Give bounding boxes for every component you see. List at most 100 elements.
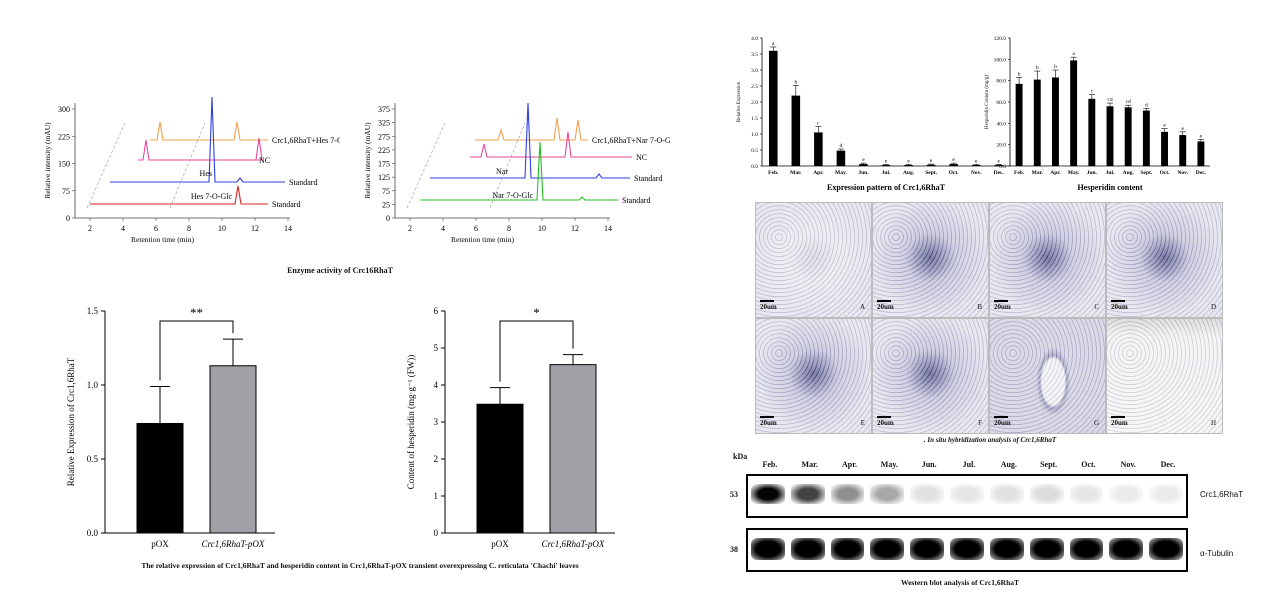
x-tick-label: 12: [251, 224, 259, 233]
wb-band-target: [910, 484, 945, 504]
wb-caption: Western blot analysis of Crc1,6RhaT: [901, 578, 1019, 587]
significance-letter: cd: [1107, 97, 1112, 103]
significance-letter: a: [1072, 51, 1075, 57]
y-tick-label: 2.0: [751, 100, 758, 106]
bar: [1197, 141, 1205, 166]
wb-band-target: [1109, 484, 1144, 504]
significance-letter: a: [772, 41, 775, 47]
bar: [859, 164, 868, 166]
wb-band-tubulin: [870, 538, 905, 560]
y-tick-label: 0.5: [751, 148, 758, 154]
bar: [549, 364, 597, 534]
y-tick-label: 75: [382, 187, 390, 196]
significance-letter: e: [1163, 123, 1166, 129]
wb-band-target: [989, 484, 1024, 504]
wb-month-label: May.: [880, 460, 898, 469]
y-tick-label: 20.0: [996, 143, 1006, 149]
tile-letter: E: [860, 419, 865, 427]
offset-guide: [406, 122, 446, 209]
y-tick-label: 325: [378, 119, 390, 128]
wb-month-label: Oct.: [1081, 460, 1096, 469]
month-label: Jul.: [882, 170, 891, 176]
y-tick-label: 120.0: [994, 36, 1007, 42]
scale-bar: 20um: [877, 300, 894, 311]
y-tick-label: 75: [62, 187, 70, 196]
ish-tile-b: 20um B: [872, 202, 989, 318]
category-label: pOX: [151, 539, 169, 549]
wb-band-tubulin: [950, 538, 984, 560]
y-tick-label: 150: [58, 160, 70, 169]
chromatogram-trace: [150, 121, 268, 141]
wb-band-target: [830, 484, 865, 504]
significance-letter: e: [930, 158, 933, 164]
month-label: May.: [835, 170, 847, 176]
month-label: Nov.: [971, 170, 982, 176]
wb-band-target: [751, 484, 785, 504]
y-axis-label: Relative intensity (mAU): [43, 122, 52, 199]
bar-right-chart: 0 1 2 3 4 5 6 Content of hesperidin (mg·g⁻¹ (FW…: [406, 305, 615, 549]
month-label: Oct.: [949, 170, 960, 176]
y-tick-label: 4.0: [751, 36, 758, 42]
trace-label: Standard: [272, 200, 300, 209]
significance-letter: b: [794, 79, 797, 85]
trace-label: Standard: [622, 196, 650, 205]
month-label: Mar.: [1032, 170, 1044, 176]
wb-month-label: Nov.: [1120, 460, 1136, 469]
wb-band-tubulin: [751, 538, 785, 560]
y-tick-label: 0: [66, 214, 70, 223]
scale-bar: 20um: [994, 300, 1011, 311]
tile-letter: G: [1093, 419, 1099, 427]
y-tick-label: 0: [434, 528, 439, 538]
bar: [949, 164, 958, 166]
y-tick-label: 1: [434, 491, 439, 501]
hesperidin-content-chart: 0.0 20.0 40.0 60.0 80.0 100.0 120.0 Hesperidin …: [985, 36, 1210, 192]
significance-letter: e: [975, 158, 978, 164]
wb-band-tubulin: [910, 538, 945, 560]
chromatogram-trace: [430, 102, 630, 179]
chromatogram-trace: [90, 185, 268, 205]
x-tick-label: 2: [88, 224, 92, 233]
bar: [768, 50, 778, 166]
bar: [1124, 107, 1132, 166]
offset-guide: [86, 122, 126, 209]
month-label: Feb.: [1014, 170, 1025, 176]
month-label: Jun.: [1087, 170, 1098, 176]
y-tick-label: 3.0: [751, 68, 758, 74]
wb-marker-38: 38: [730, 545, 738, 554]
hplc-left-chart: 2 4 6 8 10 12 14 0 75 150 225 300 Retention time (mi…: [43, 96, 340, 244]
peak-label: Nar 7-O-Glc: [492, 191, 533, 200]
trace-label: Standard: [634, 174, 662, 183]
y-tick-label: 2: [434, 454, 439, 464]
wb-band-target: [870, 484, 905, 504]
bar-left-chart: 0.0 0.5 1.0 1.5 Relative Expression of Crc1,…: [66, 305, 275, 549]
y-tick-label: 80.0: [996, 79, 1006, 85]
bar: [1161, 131, 1168, 166]
significance-letter: e: [885, 158, 888, 164]
y-tick-label: 60.0: [996, 100, 1006, 106]
trace-label: Crc1,6RhaT+Hes 7-O-Glc: [272, 136, 340, 145]
peak-label: Nar: [496, 167, 508, 176]
wb-band-tubulin: [1109, 538, 1144, 560]
bar: [881, 165, 891, 166]
x-tick-label: 14: [604, 224, 612, 233]
chromatogram-trace: [420, 141, 618, 201]
wb-band-tubulin: [830, 538, 865, 560]
wb-band-target: [1029, 484, 1064, 504]
overexpression-caption: The relative expression of Crc1,6RhaT an…: [141, 561, 579, 570]
scale-bar: 20um: [1111, 300, 1128, 311]
wb-band-tubulin: [1029, 538, 1064, 560]
significance-letter: d: [1145, 102, 1148, 108]
wb-top-protein: Crc1,6RhaT: [1200, 490, 1244, 499]
y-tick-label: 125: [378, 173, 390, 182]
trace-label: NC: [259, 156, 270, 165]
month-label: Sept.: [1140, 170, 1152, 176]
peak-label: Hes 7-O-Glc: [191, 192, 233, 201]
trace-label: Crc1,6RhaT+Nar 7-O-Glc: [592, 136, 670, 145]
scale-bar: 20um: [877, 416, 894, 427]
kda-label: kDa: [733, 452, 748, 461]
wb-band-target: [1069, 484, 1104, 504]
month-label: Apr.: [1050, 170, 1061, 176]
hplc-right-chart: 2 4 6 8 10 12 14 0 25 75 125 175 225 275 325 375 Retenti…: [363, 102, 670, 244]
expression-pattern-chart: 0.0 0.5 1.0 1.5 2.0 2.5 3.0 3.5 4.0 Relative Expr…: [737, 36, 1010, 192]
wb-top-panel: [746, 474, 1188, 518]
